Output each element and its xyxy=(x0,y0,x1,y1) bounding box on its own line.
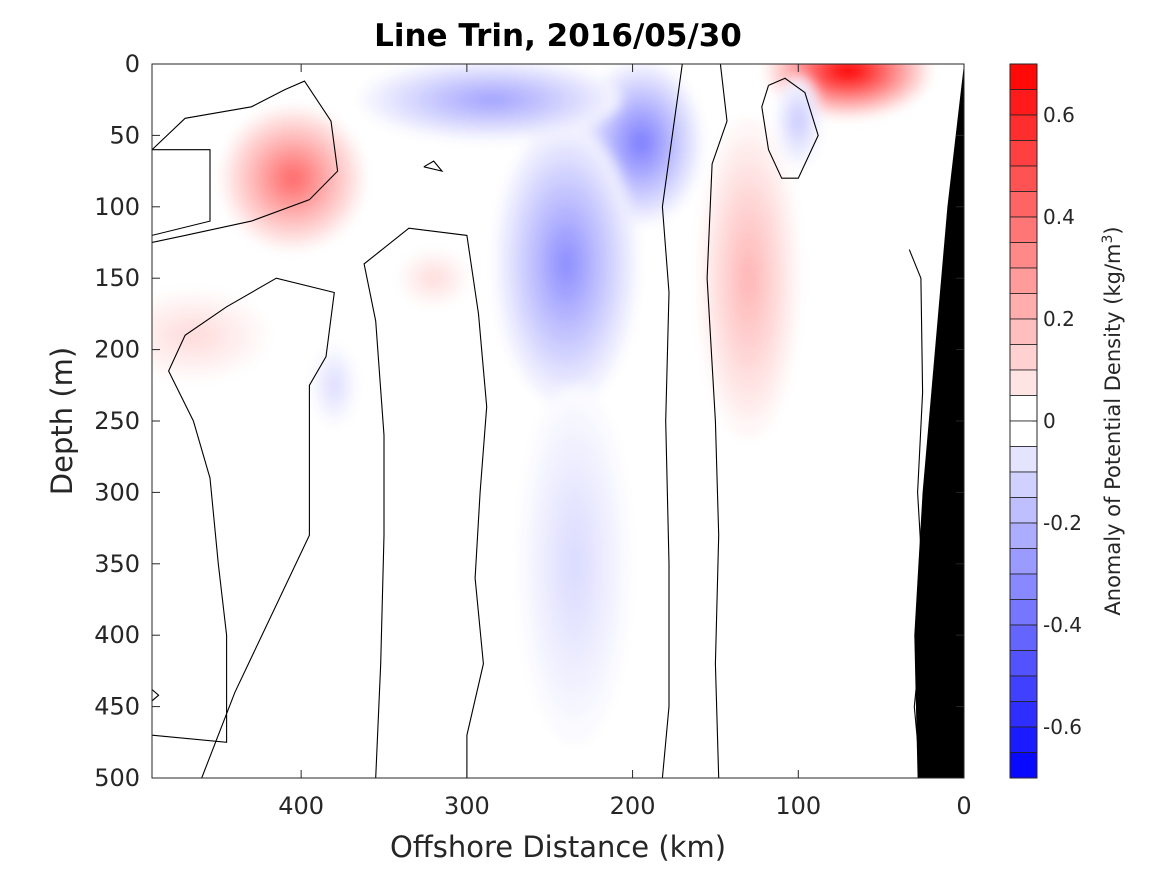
zero-contour-line xyxy=(423,160,444,173)
colorbar-swatch xyxy=(1009,293,1038,320)
x-axis: 400 300 200 100 0 xyxy=(278,64,972,820)
anomaly-level xyxy=(182,328,205,342)
anomaly-feature-positive xyxy=(398,250,469,307)
colorbar-swatch xyxy=(1009,497,1038,524)
anomaly-feature-positive xyxy=(152,290,269,381)
zero-contour-line xyxy=(152,80,339,244)
anomaly-level xyxy=(556,243,577,284)
anomaly-level xyxy=(428,274,439,283)
colorbar-swatch xyxy=(1009,191,1038,218)
anomaly-feature-negative xyxy=(776,76,821,167)
colorbar-tick-label: 0.6 xyxy=(1043,103,1075,127)
y-tick-label: 100 xyxy=(94,193,140,221)
anomaly-feature-negative xyxy=(496,123,637,404)
colorbar-swatch xyxy=(1009,548,1038,575)
colorbar-swatch xyxy=(1009,242,1038,269)
anomaly-level xyxy=(795,114,802,128)
anomaly-blobs xyxy=(152,64,928,744)
colorbar-swatch xyxy=(1009,165,1038,192)
colorbar-swatch xyxy=(1009,471,1038,498)
colorbar-swatch xyxy=(1009,395,1038,422)
zero-contour-line xyxy=(908,249,925,778)
colorbar-tick-label: 0.2 xyxy=(1043,307,1075,331)
anomaly-level xyxy=(741,255,756,302)
colorbar-ticks: 0.6 0.4 0.2 0 -0.2 -0.4 -0.6 xyxy=(1032,103,1082,739)
zero-contour-line xyxy=(761,77,819,179)
colorbar-swatch xyxy=(1009,573,1038,600)
y-tick-label: 150 xyxy=(94,264,140,292)
y-tick-label: 500 xyxy=(94,764,140,792)
colorbar-swatch xyxy=(1009,344,1038,371)
y-axis-label: Depth (m) xyxy=(45,347,79,495)
colorbar-swatch xyxy=(1009,63,1038,90)
colorbar-swatch xyxy=(1009,89,1038,116)
zero-contour-line xyxy=(661,64,683,778)
x-tick-label: 300 xyxy=(444,792,490,820)
colorbar-tick-label: -0.2 xyxy=(1043,511,1082,535)
x-axis-label: Offshore Distance (km) xyxy=(390,830,726,864)
colorbar-swatch xyxy=(1009,267,1038,294)
colorbar-swatch xyxy=(1009,726,1038,753)
colorbar-swatches xyxy=(1009,63,1038,779)
colorbar-swatch xyxy=(1009,446,1038,473)
anomaly-feature-positive xyxy=(698,118,799,439)
zero-contours xyxy=(152,64,925,778)
colorbar-swatch xyxy=(1009,599,1038,626)
colorbar-swatch xyxy=(1009,369,1038,396)
y-tick-label: 350 xyxy=(94,550,140,578)
zero-contour-line xyxy=(152,277,335,778)
y-tick-label: 300 xyxy=(94,478,140,506)
x-tick-label: 200 xyxy=(610,792,656,820)
anomaly-feature-positive xyxy=(222,108,363,249)
zero-contour-line xyxy=(152,149,211,236)
anomaly-feature-negative xyxy=(312,345,357,426)
x-tick-label: 100 xyxy=(775,792,821,820)
anomaly-feature-negative xyxy=(519,383,630,744)
colorbar-swatch xyxy=(1009,650,1038,677)
anomaly-level xyxy=(836,64,860,78)
colorbar-label: Anomaly of Potential Density (kg/m3) xyxy=(1100,226,1125,615)
y-tick-label: 0 xyxy=(125,50,140,78)
colorbar-swatch xyxy=(1009,675,1038,702)
zero-contour-line xyxy=(706,64,728,778)
zero-contour-line xyxy=(363,227,488,778)
colorbar-tick-label: -0.4 xyxy=(1043,613,1082,637)
y-tick-label: 200 xyxy=(94,336,140,364)
x-tick-label: 400 xyxy=(278,792,324,820)
anomaly-feature-negative xyxy=(361,64,622,140)
colorbar-swatch xyxy=(1009,216,1038,243)
y-tick-label: 400 xyxy=(94,621,140,649)
seafloor-bathymetry xyxy=(914,64,964,778)
anomaly-field xyxy=(152,64,928,744)
anomaly-level xyxy=(473,93,511,106)
chart-title: Line Trin, 2016/05/30 xyxy=(374,18,742,54)
anomaly-level xyxy=(331,379,338,392)
colorbar: 0.6 0.4 0.2 0 -0.2 -0.4 -0.6 Anomaly of Potent… xyxy=(1009,63,1125,779)
anomaly-level xyxy=(282,168,303,189)
colorbar-swatch xyxy=(1009,114,1038,141)
plot-area: 0 50 100 150 200 250 300 350 400 450 500 400 300 200… xyxy=(94,50,972,820)
colorbar-swatch xyxy=(1009,752,1038,779)
y-tick-label: 450 xyxy=(94,693,140,721)
colorbar-swatch xyxy=(1009,701,1038,728)
colorbar-swatch xyxy=(1009,318,1038,345)
colorbar-swatch xyxy=(1009,624,1038,651)
bathymetry xyxy=(914,64,964,778)
y-tick-label: 50 xyxy=(109,121,140,149)
anomaly-level xyxy=(566,538,583,590)
colorbar-swatch xyxy=(1009,522,1038,549)
y-tick-label: 250 xyxy=(94,407,140,435)
colorbar-tick-label: 0.4 xyxy=(1043,205,1075,229)
colorbar-tick-label: 0 xyxy=(1043,409,1056,433)
colorbar-swatch xyxy=(1009,140,1038,167)
colorbar-tick-label: -0.6 xyxy=(1043,715,1082,739)
x-tick-label: 0 xyxy=(956,792,971,820)
y-axis: 0 50 100 150 200 250 300 350 400 450 500 xyxy=(94,50,964,792)
anomaly-level xyxy=(632,131,650,154)
zero-contour-line xyxy=(152,689,160,702)
colorbar-swatch xyxy=(1009,420,1038,447)
